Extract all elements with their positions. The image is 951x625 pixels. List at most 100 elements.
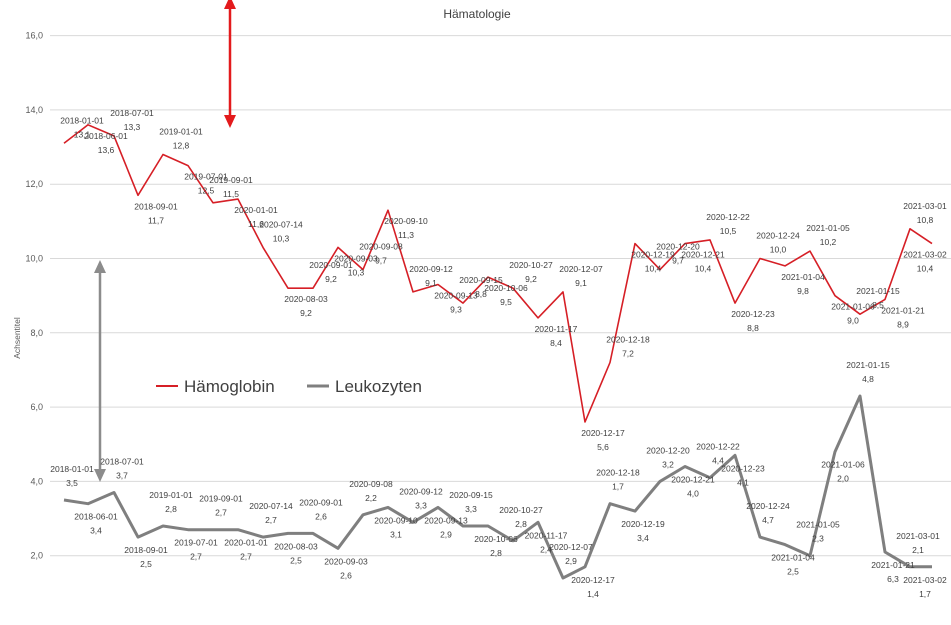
data-label-date: 2020-12-07 bbox=[559, 264, 603, 274]
data-label-value: 3,2 bbox=[662, 459, 674, 469]
data-label-date: 2021-01-04 bbox=[771, 553, 815, 563]
data-label-value: 11,7 bbox=[148, 215, 164, 225]
data-label-date: 2020-11-17 bbox=[525, 530, 568, 540]
data-label-value: 9,1 bbox=[575, 278, 587, 288]
data-label-value: 2,5 bbox=[787, 567, 799, 577]
legend: Hämoglobin Leukozyten bbox=[156, 377, 422, 396]
y-tick-label: 16,0 bbox=[25, 31, 43, 41]
data-label-date: 2020-12-18 bbox=[606, 335, 650, 345]
data-label-value: 2,8 bbox=[165, 504, 177, 514]
data-label-value: 8,9 bbox=[897, 319, 909, 329]
chart-title: Hämatologie bbox=[443, 7, 511, 21]
leuko-data-label: 2018-07-01 3,7 bbox=[100, 457, 144, 481]
data-label-date: 2020-09-10 bbox=[374, 515, 418, 525]
gray-double-arrow-head-down bbox=[94, 469, 106, 482]
hb-data-label: 2020-12-24 10,0 bbox=[756, 231, 800, 255]
y-axis-ticks: 2,0 4,0 6,0 8,0 10,0 12,0 14,0 16,0 bbox=[25, 31, 43, 561]
hb-data-label: 2019-09-01 11,5 bbox=[209, 175, 253, 199]
data-label-value: 3,7 bbox=[116, 471, 128, 481]
data-label-value: 2,7 bbox=[265, 515, 277, 525]
data-label-value: 4,4 bbox=[712, 456, 724, 466]
data-label-value: 5,6 bbox=[597, 442, 609, 452]
hb-data-label: 2018-06-01 13,6 bbox=[84, 131, 128, 155]
data-label-value: 10,4 bbox=[917, 264, 934, 274]
data-label-value: 9,0 bbox=[847, 316, 859, 326]
data-label-value: 13,1 bbox=[74, 129, 91, 139]
hb-data-label: 2018-01-01 13,1 bbox=[60, 115, 104, 139]
data-label-date: 2020-08-03 bbox=[284, 294, 328, 304]
leuko-data-label: 2020-10-06 2,8 bbox=[474, 534, 518, 558]
leuko-data-label: 2021-03-02 1,7 bbox=[903, 575, 947, 599]
data-label-date: 2020-09-12 bbox=[399, 486, 443, 496]
data-label-value: 2,7 bbox=[215, 508, 227, 518]
data-label-value: 3,4 bbox=[637, 533, 649, 543]
data-label-value: 6,3 bbox=[887, 574, 899, 584]
leuko-data-label: 2020-12-23 4,1 bbox=[721, 463, 765, 487]
data-label-value: 2,7 bbox=[240, 552, 252, 562]
data-label-date: 2018-06-01 bbox=[84, 131, 128, 141]
data-label-date: 2021-01-21 bbox=[871, 560, 915, 570]
data-label-date: 2020-09-15 bbox=[449, 490, 493, 500]
data-label-date: 2020-11-17 bbox=[535, 324, 578, 334]
data-label-date: 2019-09-01 bbox=[199, 494, 243, 504]
leuko-data-label: 2019-09-01 2,7 bbox=[199, 494, 243, 518]
data-label-date: 2020-12-19 bbox=[621, 519, 665, 529]
gray-double-arrow-head-up bbox=[94, 260, 106, 273]
y-tick-label: 4,0 bbox=[30, 476, 43, 486]
data-label-date: 2018-09-01 bbox=[124, 545, 168, 555]
data-label-value: 3,4 bbox=[90, 526, 102, 536]
leuko-data-label: 2019-07-01 2,7 bbox=[174, 538, 218, 562]
y-tick-label: 10,0 bbox=[25, 254, 43, 264]
grid-lines bbox=[50, 35, 951, 557]
data-label-date: 2019-07-01 bbox=[174, 538, 218, 548]
leuko-data-label: 2021-01-21 6,3 bbox=[871, 560, 915, 584]
data-label-value: 1,7 bbox=[919, 589, 931, 599]
data-label-value: 10,5 bbox=[720, 226, 737, 236]
leuko-data-label: 2020-12-24 4,7 bbox=[746, 501, 790, 525]
leuko-data-label: 2020-12-19 3,4 bbox=[621, 519, 665, 543]
data-label-date: 2021-03-01 bbox=[903, 201, 947, 211]
data-label-value: 2,7 bbox=[190, 552, 202, 562]
red-double-arrow-head-down bbox=[224, 115, 236, 128]
hb-data-label: 2020-12-21 10,4 bbox=[681, 250, 725, 274]
hb-data-label: 2020-09-08 9,7 bbox=[359, 242, 403, 266]
hb-data-label: 2021-01-21 8,9 bbox=[881, 305, 925, 329]
leuko-data-label: 2021-01-04 2,5 bbox=[771, 553, 815, 577]
data-label-value: 9,2 bbox=[525, 274, 537, 284]
data-label-value: 2,0 bbox=[837, 474, 849, 484]
data-label-date: 2019-07-01 bbox=[184, 172, 228, 182]
leuko-data-label: 2018-09-01 2,5 bbox=[124, 545, 168, 569]
data-label-date: 2020-10-06 bbox=[474, 534, 518, 544]
data-label-date: 2021-03-01 bbox=[896, 531, 940, 541]
data-label-date: 2020-12-24 bbox=[746, 501, 790, 511]
data-label-date: 2020-12-21 bbox=[671, 475, 715, 485]
data-label-date: 2021-01-06 bbox=[821, 460, 865, 470]
data-label-value: 2,8 bbox=[490, 548, 502, 558]
series-line-leukozyten bbox=[63, 394, 932, 580]
y-tick-label: 14,0 bbox=[25, 105, 43, 115]
data-label-value: 3,1 bbox=[390, 529, 402, 539]
data-label-value: 8,4 bbox=[550, 338, 562, 348]
hb-data-label: 2021-03-01 10,8 bbox=[903, 201, 947, 225]
data-label-date: 2020-09-03 bbox=[334, 253, 378, 263]
data-label-date: 2021-01-05 bbox=[796, 520, 840, 530]
leuko-data-label: 2020-09-12 3,3 bbox=[399, 486, 443, 510]
data-label-value: 3,5 bbox=[66, 478, 78, 488]
leuko-data-label: 2021-01-05 2,3 bbox=[796, 520, 840, 544]
leuko-data-label: 2020-09-03 2,6 bbox=[324, 556, 368, 580]
data-label-value: 9,1 bbox=[425, 278, 437, 288]
data-label-date: 2018-07-01 bbox=[100, 457, 144, 467]
hb-data-label: 2020-12-22 10,5 bbox=[706, 212, 750, 236]
leuko-data-label: 2020-12-07 2,9 bbox=[549, 542, 593, 566]
data-label-value: 3,3 bbox=[415, 500, 427, 510]
leuko-data-label: 2020-07-14 2,7 bbox=[249, 501, 293, 525]
data-label-date: 2020-09-01 bbox=[309, 260, 353, 270]
y-tick-label: 2,0 bbox=[30, 551, 43, 561]
hb-data-label: 2020-09-13 9,3 bbox=[434, 291, 478, 315]
data-label-value: 2,8 bbox=[515, 519, 527, 529]
data-label-value: 2,6 bbox=[315, 511, 327, 521]
data-label-date: 2020-12-22 bbox=[706, 212, 750, 222]
data-label-date: 2018-07-01 bbox=[110, 108, 154, 118]
y-tick-label: 12,0 bbox=[25, 179, 43, 189]
